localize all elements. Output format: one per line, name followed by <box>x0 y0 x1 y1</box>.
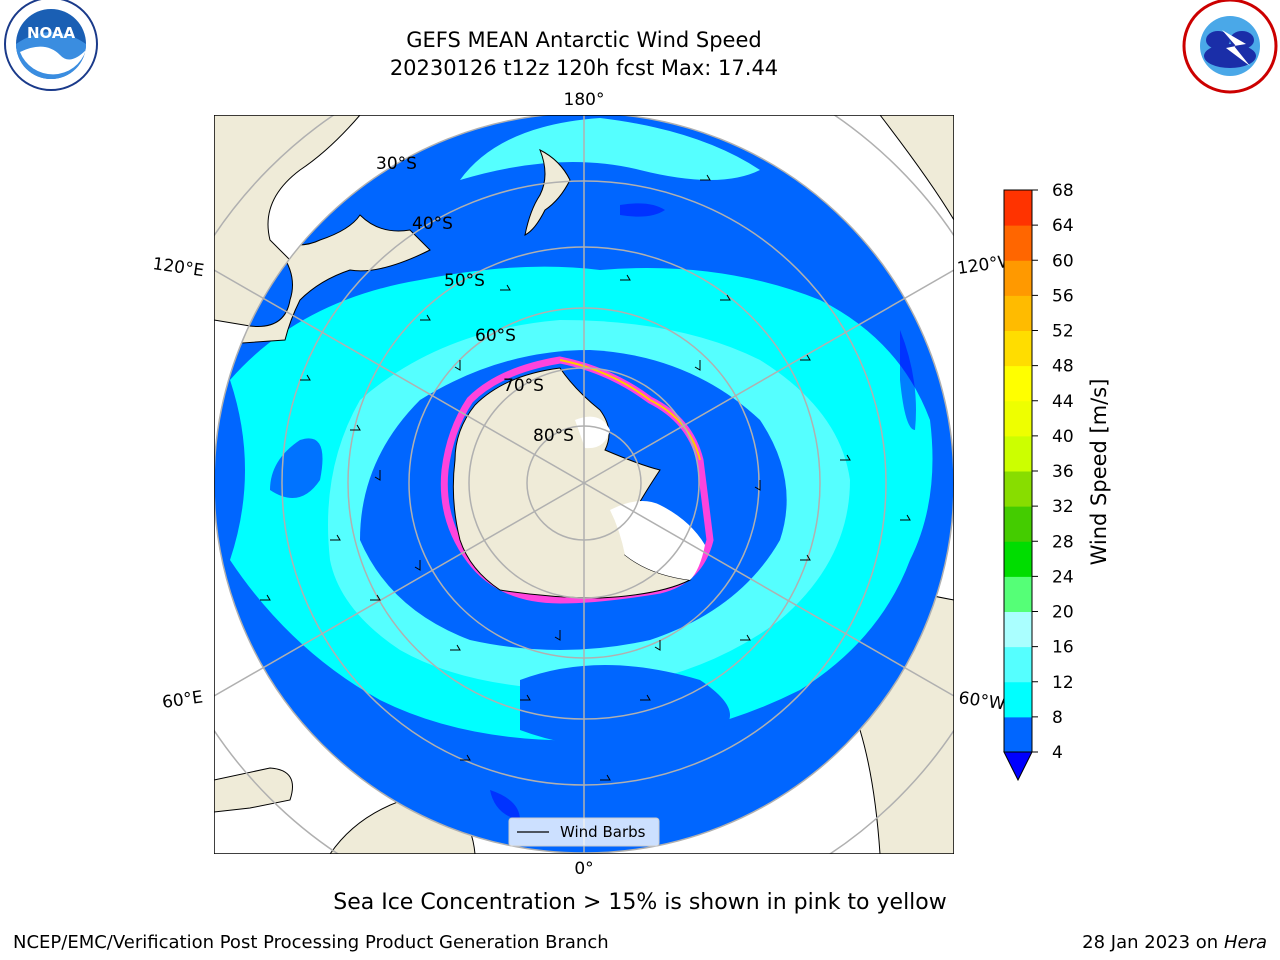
colorbar-tick-label: 48 <box>1052 357 1074 377</box>
colorbar-segment <box>1004 435 1032 472</box>
colorbar-tick-label: 16 <box>1052 638 1074 658</box>
noaa-logo: NOAA <box>4 0 98 91</box>
colorbar-segment <box>1004 190 1032 226</box>
lat-label-80: 80°S <box>533 426 574 446</box>
colorbar-tick-label: 12 <box>1052 673 1074 693</box>
colorbar-segment <box>1004 330 1032 367</box>
colorbar-segment <box>1004 646 1032 683</box>
lat-label-60: 60°S <box>475 326 516 346</box>
colorbar-segment <box>1004 576 1032 612</box>
footer-date: 28 Jan 2023 on Hera <box>1082 932 1267 953</box>
colorbar-segment <box>1004 611 1032 648</box>
lon-label-180: 180° <box>564 90 605 110</box>
colorbar-segment <box>1004 716 1032 753</box>
colorbar-tick-label: 24 <box>1052 567 1074 587</box>
nws-logo <box>1182 0 1278 94</box>
lon-label-120e: 120°E <box>151 254 205 281</box>
lat-label-50: 50°S <box>444 271 485 291</box>
colorbar-tick-label: 36 <box>1052 462 1074 482</box>
map-frame <box>214 115 954 854</box>
colorbar-tick-label: 8 <box>1052 708 1063 728</box>
lon-label-0: 0° <box>574 859 593 879</box>
colorbar-segment <box>1004 400 1032 437</box>
lat-label-40: 40°S <box>412 214 453 234</box>
sea-ice-caption: Sea Ice Concentration > 15% is shown in … <box>333 890 947 915</box>
colorbar-tick-label: 68 <box>1052 181 1074 201</box>
lon-label-60w: 60°W <box>957 688 1006 714</box>
colorbar-tick-label: 40 <box>1052 427 1074 447</box>
lat-label-30: 30°S <box>376 154 417 174</box>
colorbar-tick-label: 20 <box>1052 603 1074 623</box>
colorbar-segment <box>1004 681 1032 718</box>
map-legend: Wind Barbs <box>508 817 660 847</box>
colorbar-segment <box>1004 506 1032 542</box>
colorbar-tick-label: 52 <box>1052 322 1074 342</box>
colorbar-tick-label: 28 <box>1052 532 1074 552</box>
footer-credit: NCEP/EMC/Verification Post Processing Pr… <box>13 932 609 953</box>
colorbar-tick-label: 4 <box>1052 743 1063 763</box>
map-subtitle: 20230126 t12z 120h fcst Max: 17.44 <box>389 56 779 80</box>
footer-date-text: 28 Jan 2023 on <box>1082 932 1224 953</box>
colorbar-tick-label: 32 <box>1052 497 1074 517</box>
colorbar-segment <box>1004 225 1032 261</box>
colorbar-tick-label: 64 <box>1052 216 1074 236</box>
colorbar-under-arrow <box>1003 751 1033 782</box>
lat-label-70: 70°S <box>503 376 544 396</box>
colorbar-label: Wind Speed [m/s] <box>1087 379 1111 566</box>
colorbar-tick-label: 56 <box>1052 286 1074 306</box>
colorbar-tick-label: 44 <box>1052 392 1074 412</box>
colorbar-segment <box>1004 541 1032 577</box>
colorbar-tick-label: 60 <box>1052 251 1074 271</box>
legend-wind-barbs: Wind Barbs <box>560 823 646 841</box>
footer-machine: Hera <box>1223 932 1267 953</box>
colorbar-segment <box>1004 295 1032 331</box>
noaa-logo-text: NOAA <box>27 24 76 42</box>
colorbar-segment <box>1004 471 1032 507</box>
lon-label-60e: 60°E <box>161 687 204 712</box>
map-title: GEFS MEAN Antarctic Wind Speed <box>406 28 762 52</box>
colorbar-segment <box>1004 260 1032 296</box>
colorbar-segment <box>1004 365 1032 402</box>
